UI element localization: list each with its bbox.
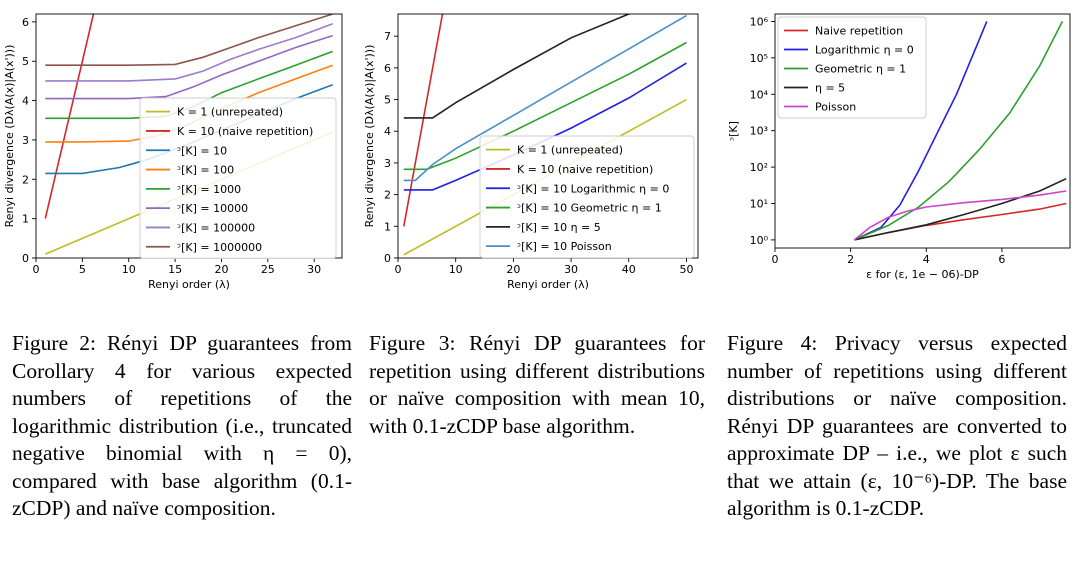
figure-2-caption-label: Figure 2:	[12, 331, 96, 355]
figure-4-caption-label: Figure 4:	[727, 331, 818, 355]
legend-label: K = 1 (unrepeated)	[177, 106, 283, 119]
figure-2-chart: 0 5 10 15 20 25 30 0 1 2 3 4 5 6 Renyi order (λ) Renyi …	[3, 13, 343, 291]
x-tick-label: 2	[847, 253, 854, 266]
y-tick-label: 10³	[750, 125, 768, 138]
x-axis-label: ε for (ε, 1e − 06)-DP	[866, 268, 979, 281]
figure-3-panel: 0 10 20 30 40 50 0 1 2 3 4 5 6 7 Renyi order (λ) Renyi …	[360, 0, 705, 300]
series-line-k-100000	[45, 23, 333, 82]
legend-box	[139, 97, 337, 259]
legend-label: ᵓ[K] = 10 Geometric η = 1	[517, 202, 662, 215]
figure-2-caption-text: Rényi DP guarantees from Corollary 4 for…	[12, 331, 352, 520]
x-tick-label: 10	[122, 263, 136, 276]
series-line-k-10-5	[403, 14, 631, 119]
figure-3-caption-text: Rényi DP guarantees for repetition using…	[369, 331, 705, 438]
legend-label: ᵓ[K] = 10 η = 5	[517, 221, 601, 234]
x-tick-label: 20	[214, 263, 228, 276]
x-tick-label: 25	[261, 263, 275, 276]
x-tick-label: 0	[772, 253, 779, 266]
figure-3-caption-label: Figure 3:	[369, 331, 456, 355]
series-line-5	[854, 177, 1067, 241]
x-axis-label: Renyi order (λ)	[148, 278, 230, 291]
legend-label: K = 10 (naive repetition)	[177, 125, 313, 138]
legend-label: K = 1 (unrepeated)	[517, 144, 623, 157]
legend-label: ᵓ[K] = 10 Poisson	[517, 240, 612, 253]
legend-box	[777, 16, 927, 119]
legend-label: Poisson	[815, 101, 856, 114]
y-tick-label: 3	[384, 157, 391, 170]
y-tick-label: 10⁴	[750, 88, 769, 101]
legend-label: ᵓ[K] = 10000	[177, 202, 248, 215]
y-tick-label: 3	[22, 134, 29, 147]
legend-box	[479, 135, 695, 259]
legend-label: ᵓ[K] = 10 Logarithmic η = 0	[517, 182, 669, 195]
series-line-k-10-naive-repetition	[44, 14, 95, 219]
legend-label: η = 5	[815, 82, 845, 95]
legend-label: Geometric η = 1	[815, 63, 906, 76]
y-tick-label: 2	[384, 189, 391, 202]
series-line-k-10000	[45, 34, 333, 100]
figure-3-chart: 0 10 20 30 40 50 0 1 2 3 4 5 6 7 Renyi order (λ) Renyi …	[363, 13, 699, 291]
y-axis-label: Renyi divergence (Dλ(A(x)|A(x')))	[363, 45, 376, 228]
y-tick-label: 2	[22, 173, 29, 186]
x-tick-label: 4	[923, 253, 930, 266]
y-tick-label: 4	[22, 95, 29, 108]
figure-4-panel: 0 2 4 6 10⁰ 10¹ 10² 10³ 10⁴ 10⁵ 10⁶ ε for (ε, 1e − …	[715, 0, 1080, 300]
figure-2-panel: 0 5 10 15 20 25 30 0 1 2 3 4 5 6 Renyi order (λ) Renyi …	[0, 0, 350, 300]
legend-label: ᵓ[K] = 100	[177, 164, 234, 177]
series-line-k-1000000	[45, 14, 333, 66]
series-line-k-10-naive-repetition	[403, 14, 444, 227]
y-tick-label: 10⁵	[750, 52, 768, 65]
legend-label: Logarithmic η = 0	[815, 44, 914, 57]
y-tick-label: 0	[384, 252, 391, 265]
x-tick-label: 0	[33, 263, 40, 276]
series-line-k-10-poisson	[403, 14, 687, 182]
x-tick-label: 10	[449, 263, 463, 276]
y-tick-label: 5	[22, 55, 29, 68]
x-tick-label: 0	[395, 263, 402, 276]
y-tick-label: 6	[384, 62, 391, 75]
y-tick-label: 0	[22, 252, 29, 265]
y-tick-label: 10⁶	[750, 15, 769, 28]
legend-label: Naive repetition	[815, 25, 903, 38]
x-tick-label: 15	[168, 263, 182, 276]
x-tick-label: 40	[622, 263, 636, 276]
y-axis-label: Renyi divergence (Dλ(A(x)|A(x')))	[3, 45, 16, 228]
y-tick-label: 10⁰	[750, 234, 769, 247]
x-tick-label: 6	[998, 253, 1005, 266]
legend-label: ᵓ[K] = 1000000	[177, 241, 262, 254]
legend-label: ᵓ[K] = 100000	[177, 221, 255, 234]
x-tick-label: 50	[679, 263, 693, 276]
y-tick-label: 7	[384, 30, 391, 43]
y-tick-label: 5	[384, 94, 391, 107]
y-tick-label: 1	[384, 220, 391, 233]
series-line-poisson	[853, 190, 1067, 241]
legend-label: ᵓ[K] = 10	[177, 144, 227, 157]
legend-label: K = 10 (naive repetition)	[517, 163, 653, 176]
legend-label: ᵓ[K] = 1000	[177, 183, 241, 196]
series-line-logarithmic-0	[854, 21, 988, 241]
figure-4-chart: 0 2 4 6 10⁰ 10¹ 10² 10³ 10⁴ 10⁵ 10⁶ ε for (ε, 1e − …	[727, 13, 1071, 281]
x-tick-label: 20	[506, 263, 520, 276]
figure-3-caption: Figure 3: Rényi DP guarantees for repeti…	[369, 330, 705, 440]
y-tick-label: 1	[22, 213, 29, 226]
y-tick-label: 10¹	[750, 198, 768, 211]
y-tick-label: 10²	[750, 161, 768, 174]
x-tick-label: 5	[79, 263, 86, 276]
y-axis-label: ᵓ[K]	[727, 121, 740, 141]
x-axis-label: Renyi order (λ)	[507, 278, 589, 291]
x-tick-label: 30	[564, 263, 578, 276]
figure-2-caption: Figure 2: Rényi DP guarantees from Corol…	[12, 330, 352, 523]
y-tick-label: 6	[22, 16, 29, 29]
figure-4-caption-text: Privacy versus ex­pected number of repet…	[727, 331, 1067, 520]
y-tick-label: 4	[384, 125, 391, 138]
series-line-geometric-1	[854, 21, 1064, 241]
x-tick-label: 30	[307, 263, 321, 276]
figure-4-caption: Figure 4: Privacy versus ex­pected numbe…	[727, 330, 1067, 523]
